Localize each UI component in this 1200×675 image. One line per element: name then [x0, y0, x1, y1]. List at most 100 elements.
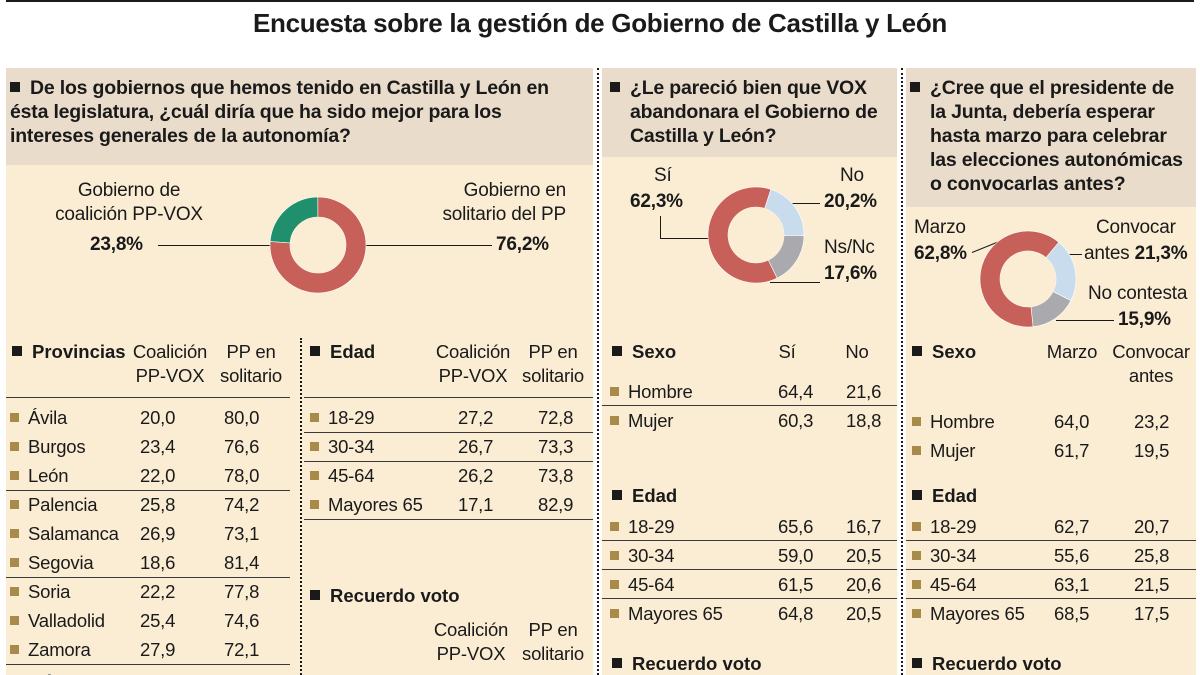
row-label: Salamanca [10, 519, 119, 548]
value-cell: 55,6 [1054, 545, 1090, 566]
row-label: Mujer [912, 436, 975, 465]
bullet-square-icon [10, 442, 19, 451]
column-header-si: Sí [778, 341, 796, 362]
value-cell: 63,1 [1054, 574, 1090, 595]
value-cell: 17,1 [458, 494, 494, 515]
row-label: Hombre [912, 407, 995, 436]
section-heading-edad: Edad [912, 484, 977, 508]
table-row: Ávila 20,0 80,0 [10, 403, 294, 432]
value-solitario: 76,2% [496, 234, 549, 255]
value-cell: 22,2 [140, 581, 176, 602]
leader-line [354, 245, 492, 246]
row-label: 18-29 [912, 512, 977, 541]
panel-elecciones: ¿Cree que el presidente de la Junta, deb… [906, 68, 1196, 675]
row-label: Zamora [10, 635, 91, 664]
label-convocar: Convocar [1096, 217, 1176, 238]
row-label: 30-34 [310, 432, 375, 461]
row-divider [304, 519, 593, 520]
bullet-square-icon [912, 346, 922, 356]
value-cell: 18,6 [140, 552, 176, 573]
row-label: Mayores 65 [610, 599, 723, 628]
table-row: Mujer 61,7 19,5 [912, 436, 1196, 465]
leader-line [1062, 254, 1082, 255]
table-row: 45-64 63,1 21,5 [912, 570, 1196, 599]
value-si: 62,3% [630, 191, 683, 212]
label-no: No [840, 165, 864, 186]
leader-line [1056, 320, 1114, 321]
panel-gobiernos: De los gobiernos que hemos tenido en Cas… [6, 68, 593, 675]
table-row: Mayores 65 68,5 17,5 [912, 599, 1196, 628]
value-cell: 17,5 [1134, 603, 1170, 624]
bullet-square-icon [310, 413, 319, 422]
bullet-square-icon [10, 645, 19, 654]
table-row: Palencia 25,8 74,2 [10, 490, 294, 519]
bullet-square-icon [10, 616, 19, 625]
section-heading-edad: Edad [310, 340, 375, 364]
bullet-square-icon [310, 471, 319, 480]
value-cell: 73,8 [538, 465, 574, 486]
row-label: 18-29 [610, 512, 675, 541]
value-cell: 80,0 [224, 407, 260, 428]
bullet-square-icon [610, 82, 620, 92]
label-no-contesta: No contesta [1088, 283, 1188, 304]
table-row: Salamanca 26,9 73,1 [10, 519, 294, 548]
row-label: 18-29 [310, 403, 375, 432]
table-row: 30-34 59,0 20,5 [610, 541, 895, 570]
table-row: 30-34 55,6 25,8 [912, 541, 1196, 570]
value-no-contesta: 15,9% [1118, 309, 1171, 330]
section-heading-sexo: Sexo [612, 340, 676, 364]
table-row: Burgos 23,4 76,6 [10, 432, 294, 461]
label-coalicion: Gobierno de coalición PP-VOX [55, 180, 203, 225]
label-ns: Ns/Nc [824, 237, 875, 258]
row-divider [602, 540, 897, 541]
label-marzo: Marzo [914, 217, 966, 238]
value-cell: 20,5 [846, 603, 882, 624]
value-no: 20,2% [824, 191, 877, 212]
row-label: 45-64 [610, 570, 675, 599]
value-cell: 18,8 [846, 410, 882, 431]
value-cell: 76,2 [224, 667, 259, 675]
bullet-square-icon [612, 658, 622, 668]
value-cell: 27,2 [458, 407, 494, 428]
row-label: Palencia [10, 490, 98, 519]
value-cell: 20,0 [140, 407, 176, 428]
table-row: Mujer 60,3 18,8 [610, 406, 895, 435]
bullet-square-icon [10, 558, 19, 567]
value-cell: 65,6 [778, 516, 814, 537]
bullet-square-icon [310, 442, 319, 451]
value-cell: 26,9 [140, 523, 176, 544]
row-label: Hombre [610, 377, 693, 406]
value-cell: 73,3 [538, 436, 574, 457]
value-cell: 19,5 [1134, 440, 1170, 461]
table-row: 30-34 26,7 73,3 [310, 432, 593, 461]
table-row: Zamora 27,9 72,1 [10, 635, 294, 664]
row-label: Valladolid [10, 606, 105, 635]
leader-line [158, 245, 304, 246]
table-area [6, 333, 593, 675]
row-label: 30-34 [912, 541, 977, 570]
row-label: Mayores 65 [912, 599, 1025, 628]
value-cell: 61,5 [778, 574, 814, 595]
question-text: ¿Le pareció bien que VOX abandonara el G… [610, 76, 895, 148]
label-si: Sí [654, 165, 672, 186]
leader-line [660, 216, 661, 238]
value-cell: 81,4 [224, 552, 260, 573]
bullet-square-icon [610, 522, 619, 531]
value-cell: 23,2 [1134, 411, 1170, 432]
bullet-square-icon [912, 446, 921, 455]
leader-line [660, 238, 718, 239]
value-cell: 25,4 [140, 610, 176, 631]
bullet-square-icon [12, 346, 22, 356]
value-cell: 16,7 [846, 516, 882, 537]
value-cell: 20,5 [846, 545, 882, 566]
row-divider [6, 577, 290, 578]
bullet-square-icon [612, 346, 622, 356]
table-row: Hombre 64,4 21,6 [610, 377, 895, 406]
bullet-square-icon [10, 529, 19, 538]
value-cell: 60,3 [778, 410, 814, 431]
leader-line [770, 282, 820, 283]
section-heading-provincias: Provincias [12, 340, 126, 364]
bullet-square-icon [912, 609, 921, 618]
value-cell: 64,0 [1054, 411, 1090, 432]
bullet-square-icon [912, 522, 921, 531]
